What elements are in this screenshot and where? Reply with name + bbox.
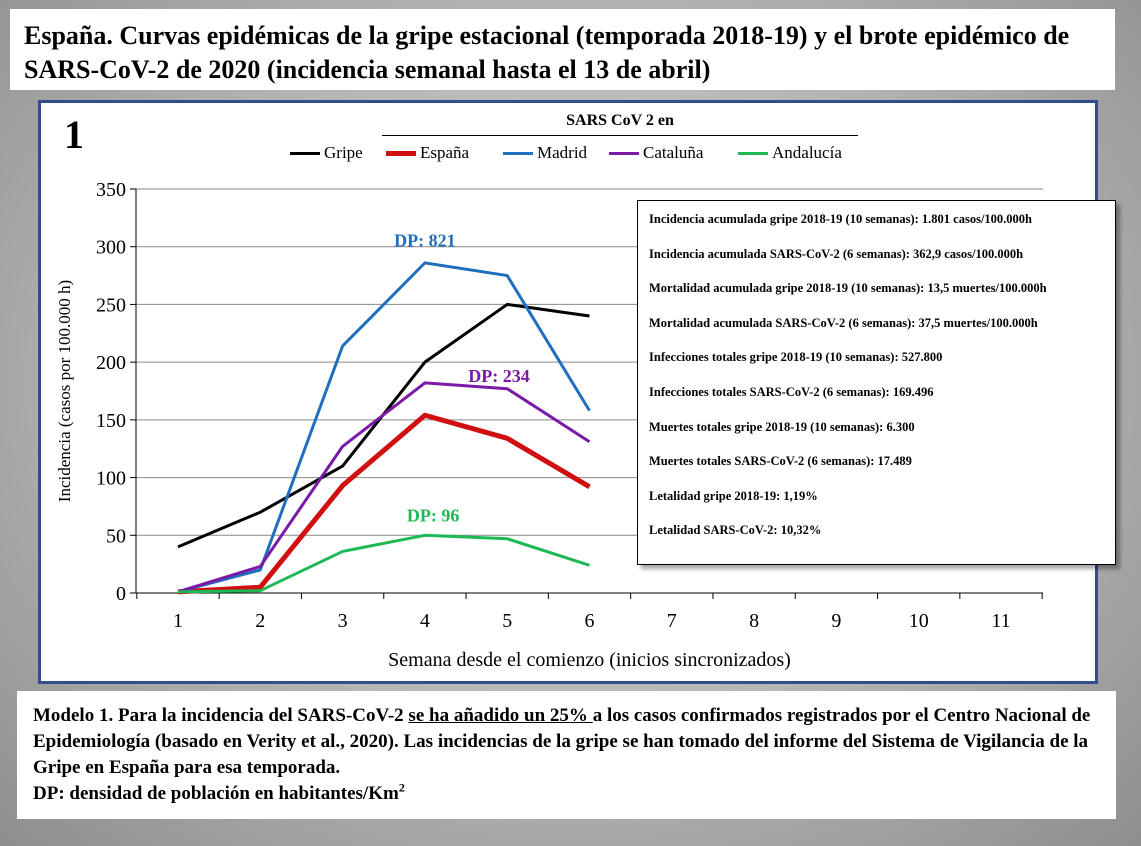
y-tick-label: 150 [96,410,126,432]
x-tick-label: 3 [338,610,348,632]
series-line-espana [177,412,591,595]
x-tick-label: 11 [991,610,1010,632]
stat-line: Letalidad gripe 2018-19: 1,19% [649,488,818,503]
legend-swatch [386,150,416,156]
legend-swatch [503,151,533,155]
legend-label: Cataluña [643,143,704,162]
x-tick-label: 10 [909,610,929,632]
series-line-andalucia [177,533,590,594]
y-tick-label: 50 [106,525,126,547]
y-tick-label: 100 [96,468,126,490]
x-tick-label: 5 [502,610,512,632]
stat-line: Mortalidad acumulada SARS-CoV-2 (6 seman… [649,315,1038,330]
y-tick-label: 200 [96,352,126,374]
legend: Gripe España Madrid Cataluña Andalucía [0,143,1141,165]
x-tick-label: 6 [585,610,595,632]
legend-item: España [386,143,469,163]
legend-label: España [420,143,470,162]
series-line-cataluna [177,381,591,594]
legend-label: Andalucía [772,143,842,162]
y-axis-label: Incidencia (casos por 100.000 h) [55,280,74,502]
note-box: Modelo 1. Para la incidencia del SARS-Co… [17,691,1116,819]
x-tick-label: 9 [831,610,841,632]
note-text-1: Modelo 1. Para la incidencia del SARS-Co… [33,705,409,726]
legend-item: Andalucía [738,143,842,163]
y-tick-label: 300 [96,237,126,259]
x-tick-label: 7 [667,610,677,632]
legend-item: Madrid [503,143,587,163]
legend-label: Gripe [324,143,363,162]
stats-box: Incidencia acumulada gripe 2018-19 (10 s… [637,200,1116,565]
x-tick-label: 2 [255,610,265,632]
legend-swatch [609,151,639,155]
x-axis-label: Semana desde el comienzo (inicios sincro… [388,649,791,671]
y-tick-label: 250 [96,294,126,316]
note-dp-superscript: 2 [398,780,405,795]
y-tick-label: 0 [116,583,126,605]
stat-line: Mortalidad acumulada gripe 2018-19 (10 s… [649,281,1047,296]
legend-swatch [290,151,320,155]
density-annotation: DP: 821 [394,231,456,251]
page-title: España. Curvas epidémicas de la gripe es… [10,9,1115,90]
y-tick-label: 350 [96,179,126,201]
stat-line: Incidencia acumulada gripe 2018-19 (10 s… [649,212,1032,226]
series-line-gripe [177,302,590,549]
stat-line: Infecciones totales gripe 2018-19 (10 se… [649,350,943,365]
legend-header: SARS CoV 2 en [566,112,674,129]
stat-line: Infecciones totales SARS-CoV-2 (6 semana… [649,384,934,399]
stat-line: Muertes totales gripe 2018-19 (10 semana… [649,419,915,434]
stat-line: Incidencia acumulada SARS-CoV-2 (6 seman… [649,246,1024,261]
legend-label: Madrid [537,143,588,162]
panel-number: 1 [64,112,84,157]
density-annotation: DP: 234 [468,366,530,386]
legend-item: Cataluña [609,143,703,163]
density-annotation: DP: 96 [407,505,460,525]
x-tick-label: 4 [420,610,430,632]
legend-item: Gripe [290,143,363,163]
legend-swatch [738,151,768,155]
series-line-madrid [177,261,591,594]
legend-divider [382,135,858,136]
stat-line: Muertes totales SARS-CoV-2 (6 semanas): … [649,454,912,469]
note-text-underlined: se ha añadido un 25% [408,705,593,726]
x-tick-label: 1 [173,610,183,632]
x-tick-label: 8 [749,610,759,632]
note-dp-text: DP: densidad de población en habitantes/… [33,783,399,804]
stat-line: Letalidad SARS-CoV-2: 10,32% [649,523,822,538]
note-text-2: a los casos confirmados registrados por … [33,705,1091,778]
